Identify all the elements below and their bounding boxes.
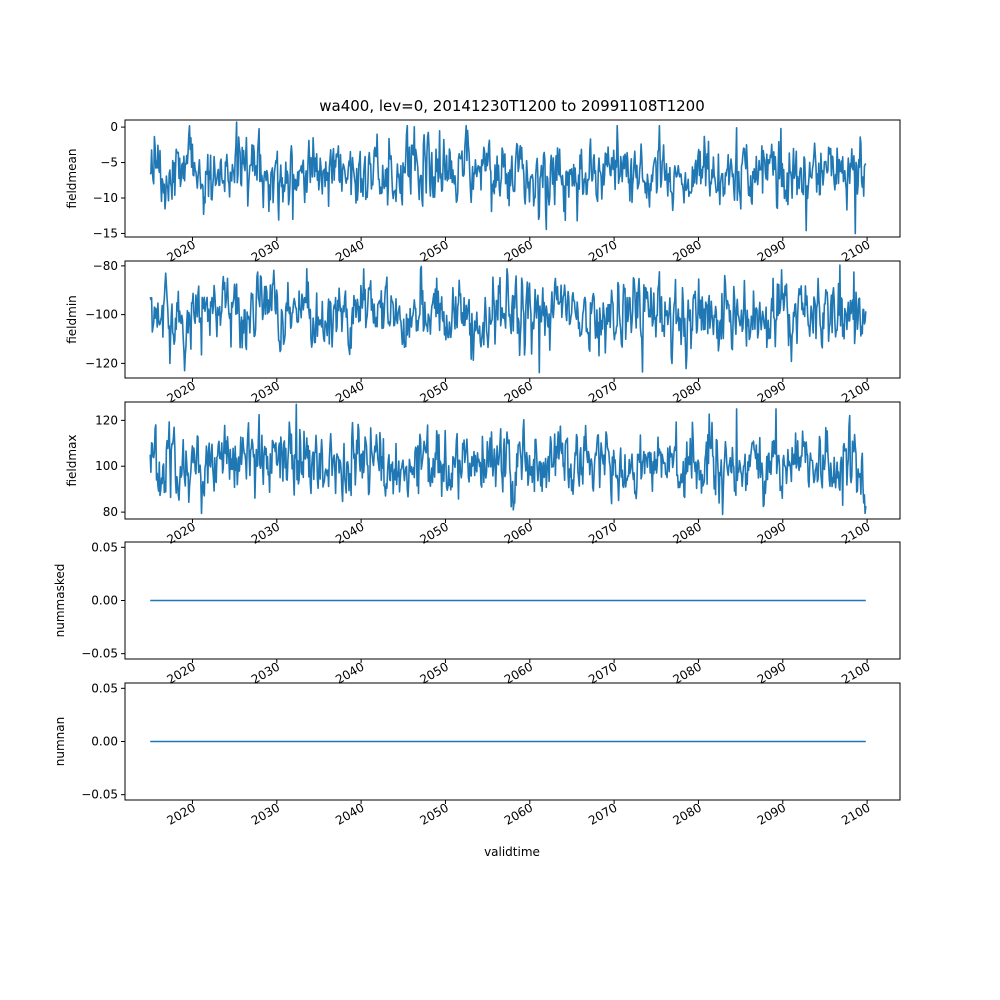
y-tick-label: 0.00 bbox=[91, 594, 118, 608]
series-line-fieldmean bbox=[149, 121, 867, 235]
x-tick-label: 2090 bbox=[755, 800, 788, 827]
series-line-fieldmax bbox=[149, 403, 867, 516]
y-tick-label: −120 bbox=[85, 356, 118, 370]
y-tick-label: −0.05 bbox=[81, 647, 118, 661]
y-tick-label: 0.05 bbox=[91, 681, 118, 695]
y-tick-label: −0.05 bbox=[81, 788, 118, 802]
y-tick-label: 120 bbox=[95, 413, 118, 427]
y-tick-label: −10 bbox=[93, 191, 118, 205]
y-axis-label: nummasked bbox=[53, 564, 67, 638]
axes-frame bbox=[124, 119, 901, 238]
x-tick-label: 2030 bbox=[249, 800, 282, 827]
y-tick-label: −5 bbox=[100, 156, 118, 170]
x-tick-label: 2100 bbox=[839, 800, 872, 827]
x-tick-label: 2100 bbox=[839, 519, 872, 546]
x-tick-label: 2080 bbox=[670, 519, 703, 546]
x-tick-label: 2050 bbox=[418, 800, 451, 827]
y-tick-label: 0 bbox=[110, 120, 118, 134]
panel-fieldmax: 80 100 120 fieldmax 2020 2030 2040 2050 2060 2070… bbox=[65, 401, 901, 547]
y-tick-label: −80 bbox=[93, 259, 118, 273]
y-tick-label: 0.00 bbox=[91, 735, 118, 749]
axes-frame bbox=[124, 401, 901, 520]
x-tick-label: 2040 bbox=[333, 519, 366, 546]
y-tick-label: 80 bbox=[103, 505, 118, 519]
x-tick-label: 2050 bbox=[418, 519, 451, 546]
x-tick-label: 2020 bbox=[165, 519, 198, 546]
x-tick-label: 2040 bbox=[333, 800, 366, 827]
panels-group: 0 −5 −10 −15 fieldmean 2020 2030 2040 2050 2060 20… bbox=[53, 119, 901, 828]
x-tick-label: 2020 bbox=[165, 800, 198, 827]
y-axis-label: fieldmin bbox=[65, 295, 79, 344]
chart-title: wa400, lev=0, 20141230T1200 to 20991108T… bbox=[319, 97, 705, 115]
y-tick-label: −15 bbox=[93, 226, 118, 240]
y-axis-label: fieldmean bbox=[65, 149, 79, 209]
y-axis-label: fieldmax bbox=[65, 434, 79, 486]
y-tick-label: 100 bbox=[95, 459, 118, 473]
axes-frame bbox=[124, 260, 901, 379]
x-tick-label: 2070 bbox=[586, 519, 619, 546]
y-tick-label: −100 bbox=[85, 308, 118, 322]
series-line-fieldmin bbox=[149, 264, 867, 374]
x-tick-label: 2060 bbox=[502, 519, 535, 546]
x-tick-label: 2060 bbox=[502, 800, 535, 827]
x-tick-label: 2070 bbox=[586, 800, 619, 827]
x-tick-label: 2090 bbox=[755, 519, 788, 546]
x-tick-label: 2030 bbox=[249, 519, 282, 546]
y-tick-label: 0.05 bbox=[91, 540, 118, 554]
y-axis-label: numnan bbox=[53, 717, 67, 766]
panel-numnan: 0.05 0.00 −0.05 numnan 2020 2030 2040 2050 2060 2… bbox=[53, 681, 901, 828]
x-axis-label: validtime bbox=[484, 845, 540, 859]
x-tick-label: 2080 bbox=[670, 800, 703, 827]
